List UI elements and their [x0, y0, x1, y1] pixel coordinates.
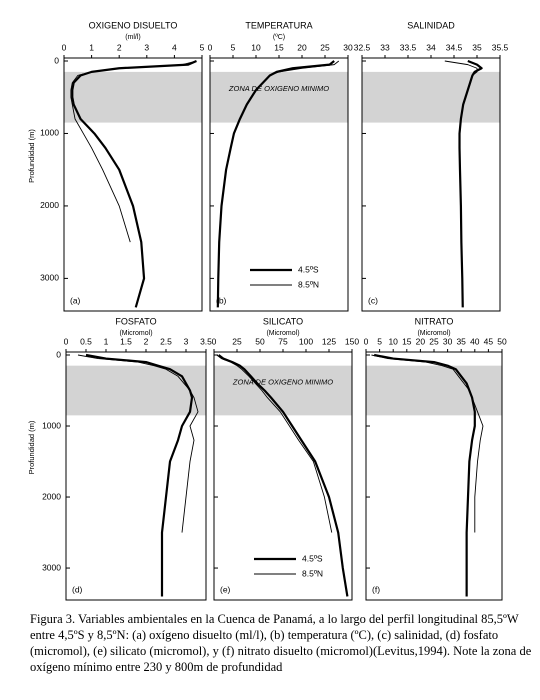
x-tick-label: 150 [345, 336, 359, 346]
oxygen-minimum-zone [362, 71, 500, 123]
x-tick-label: 15 [402, 336, 412, 346]
caption: Figura 3. Variables ambientales en la Cu… [30, 612, 532, 674]
x-tick-label: 4 [172, 42, 177, 52]
x-tick-label: 20 [297, 42, 307, 52]
panel-frame [63, 57, 203, 312]
panel-subtitle: (Micromol) [119, 330, 152, 337]
zone-label: ZONA DE OXIGENO MINIMO [228, 84, 329, 93]
x-tick-label: 34 [426, 42, 436, 52]
panel-subtitle: (ºC) [273, 34, 285, 41]
profile-line [70, 60, 197, 243]
y-tick-label: 0 [54, 55, 59, 65]
oxygen-minimum-zone [214, 365, 352, 416]
figure: OXIGENO DISUELTO(ml/l)0 1 2 3 4 5010002000300… [27, 20, 509, 601]
profile-line [85, 353, 194, 597]
x-tick-label: 30 [343, 42, 353, 52]
profile-line [444, 60, 478, 279]
panel-title: OXIGENO DISUELTO [89, 20, 178, 30]
y-tick-label: 1000 [40, 128, 59, 138]
x-tick-label: 5 [200, 42, 205, 52]
profile-line [77, 354, 199, 533]
x-tick-label: 1.5 [120, 336, 132, 346]
x-tick-label: 1 [89, 42, 94, 52]
y-axis-label: Profundidad (m) [27, 129, 36, 183]
panel-title: SILICATO [263, 316, 303, 326]
panel-letter: (f) [372, 584, 380, 594]
panel-subtitle: (Micromol) [266, 330, 299, 337]
x-tick-label: 1 [104, 336, 109, 346]
x-tick-label: 20 [416, 336, 426, 346]
zone-label: ZONA DE OXIGENO MINIMO [232, 377, 333, 386]
legend-label: 4.5ºS [298, 264, 319, 274]
x-tick-label: 0 [208, 42, 213, 52]
x-tick-label: 33.5 [400, 42, 417, 52]
x-tick-label: 25 [232, 336, 242, 346]
y-tick-label: 2000 [40, 200, 59, 210]
x-tick-label: 15 [274, 42, 284, 52]
panel-title: TEMPERATURA [245, 20, 312, 30]
y-tick-label: 1000 [42, 420, 61, 430]
oxygen-minimum-zone [66, 365, 206, 416]
x-tick-label: 35.5 [492, 42, 509, 52]
oxygen-minimum-zone [210, 71, 348, 123]
y-tick-label: 3000 [42, 562, 61, 572]
x-tick-label: 3 [184, 336, 189, 346]
panel-letter: (a) [70, 295, 81, 305]
x-tick-label: 5 [231, 42, 236, 52]
panel-subtitle: (ml/l) [125, 34, 141, 41]
x-tick-label: 50 [255, 336, 265, 346]
x-tick-label: 2 [144, 336, 149, 346]
x-tick-label: 5 [377, 336, 382, 346]
profile-line [216, 354, 333, 533]
x-tick-label: 25 [320, 42, 330, 52]
panel-letter: (c) [368, 295, 378, 305]
x-tick-label: 0 [212, 336, 217, 346]
y-tick-label: 3000 [40, 273, 59, 283]
panel-title: SALINIDAD [407, 20, 455, 30]
x-tick-label: 125 [322, 336, 336, 346]
x-tick-label: 25 [429, 336, 439, 346]
panel-letter: (b) [216, 295, 227, 305]
x-tick-label: 35 [456, 336, 466, 346]
oxygen-minimum-zone [366, 365, 502, 416]
x-tick-label: 0.5 [80, 336, 92, 346]
x-tick-label: 0 [364, 336, 369, 346]
profile-line [371, 354, 484, 533]
x-tick-label: 32.5 [354, 42, 371, 52]
legend-label: 8.5ºN [298, 279, 319, 289]
x-tick-label: 0 [62, 42, 67, 52]
x-tick-label: 3.5 [200, 336, 212, 346]
x-tick-label: 0 [64, 336, 69, 346]
panel-subtitle: (Micromol) [417, 330, 450, 337]
x-tick-label: 33 [380, 42, 390, 52]
panel-letter: (d) [72, 584, 83, 594]
y-tick-label: 2000 [42, 491, 61, 501]
panel-frame [65, 351, 207, 601]
panel-letter: (e) [220, 584, 231, 594]
x-tick-label: 45 [484, 336, 494, 346]
x-tick-label: 10 [251, 42, 261, 52]
x-tick-label: 30 [443, 336, 453, 346]
x-tick-label: 35 [472, 42, 482, 52]
panel-title: NITRATO [415, 316, 454, 326]
profile-line [217, 354, 349, 597]
y-axis-label: Profundidad (m) [27, 420, 36, 474]
profile-line [217, 60, 340, 279]
legend-label: 4.5ºS [302, 553, 323, 563]
x-tick-label: 10 [388, 336, 398, 346]
x-tick-label: 34.5 [446, 42, 463, 52]
x-tick-label: 50 [497, 336, 507, 346]
legend-label: 8.5ºN [302, 568, 323, 578]
oxygen-minimum-zone [64, 71, 202, 123]
y-tick-label: 0 [56, 349, 61, 359]
x-tick-label: 75 [278, 336, 288, 346]
panel-title: FOSFATO [115, 316, 156, 326]
x-tick-label: 2 [117, 42, 122, 52]
x-tick-label: 100 [299, 336, 313, 346]
x-tick-label: 40 [470, 336, 480, 346]
x-tick-label: 3 [144, 42, 149, 52]
x-tick-label: 2.5 [160, 336, 172, 346]
